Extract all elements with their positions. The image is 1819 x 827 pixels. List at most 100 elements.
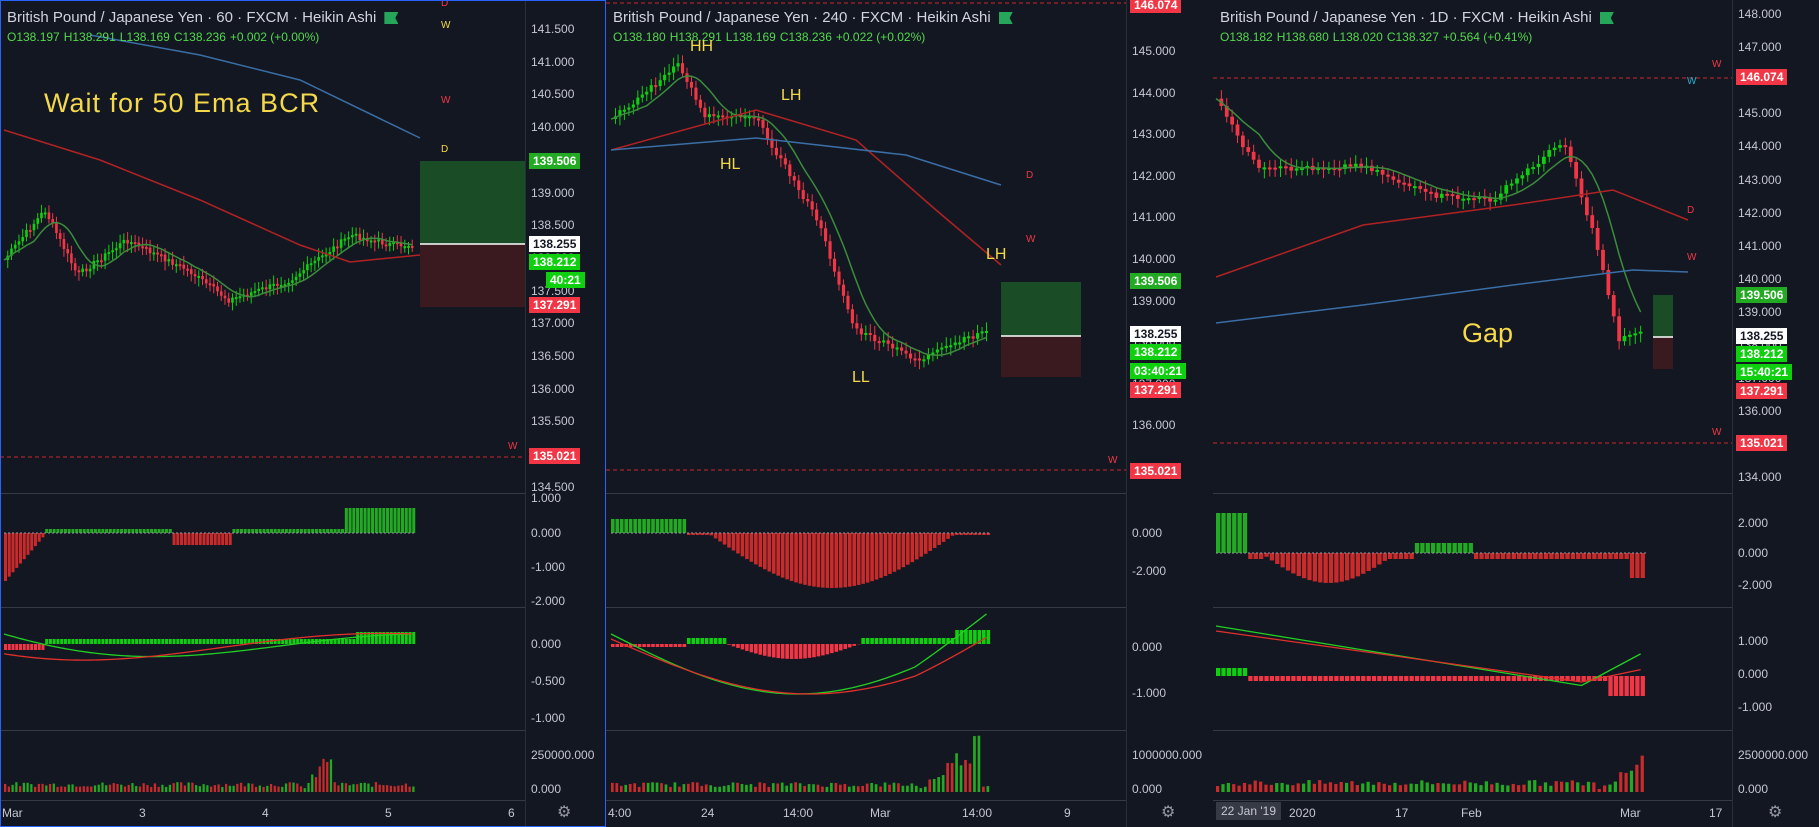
macd-bar	[816, 644, 821, 657]
macd-bar	[973, 630, 977, 644]
macd-bar	[273, 639, 277, 644]
indicator-axis-tick: 0.000	[531, 782, 562, 796]
candle-body	[28, 229, 32, 232]
momentum-bar	[142, 529, 146, 533]
chart-pane-60[interactable]: British Pound / Japanese Yen · 60 · FXCM…	[0, 0, 604, 827]
macd-bar	[1307, 676, 1312, 681]
candle-body	[689, 81, 694, 88]
macd-bar	[1511, 676, 1516, 681]
settings-gear-icon[interactable]: ⚙	[1161, 804, 1176, 821]
volume-bar	[198, 786, 202, 792]
candle-body	[1439, 193, 1444, 198]
momentum-bar	[619, 519, 624, 533]
indicator-axis-tick: 0.000	[1132, 782, 1163, 796]
momentum-bar	[1328, 553, 1334, 583]
candle-body	[118, 243, 122, 249]
candle-body	[354, 233, 358, 236]
flag-icon[interactable]	[384, 12, 399, 25]
momentum-bar	[232, 529, 236, 533]
macd-bar	[1253, 676, 1258, 681]
chart-pane-240[interactable]: British Pound / Japanese Yen · 240 · FXC…	[606, 0, 1211, 827]
volume-bar	[1570, 780, 1574, 792]
macd-bar	[183, 639, 187, 644]
flag-icon[interactable]	[1599, 12, 1614, 25]
symbol-title[interactable]: British Pound / Japanese Yen · 60 · FXCM…	[7, 9, 399, 26]
price-tag-weekly-low: 135.021	[529, 448, 581, 464]
macd-bar	[1603, 676, 1608, 681]
price-tag-target: 139.506	[1736, 287, 1788, 303]
macd-bar	[60, 639, 64, 644]
volume-bar	[1264, 784, 1268, 792]
macd-bar	[642, 644, 646, 647]
momentum-bar	[120, 529, 124, 533]
flag-icon[interactable]	[998, 12, 1013, 25]
price-axis[interactable]: 145.000 144.000 143.000 142.000 141.000 140.0…	[1126, 0, 1211, 827]
volume-bar	[1366, 781, 1370, 792]
momentum-bar	[1474, 553, 1479, 559]
volume-bar	[138, 786, 142, 792]
price-chart-svg[interactable]	[0, 0, 604, 827]
momentum-bar	[1388, 553, 1393, 559]
volume-bar	[709, 785, 713, 792]
candle-body	[913, 358, 917, 361]
indicator-axis-tick: 1.000	[531, 491, 562, 505]
candle-body	[886, 340, 890, 344]
candle-body	[276, 283, 279, 286]
momentum-bar	[251, 529, 255, 533]
price-chart-svg[interactable]	[1213, 0, 1819, 827]
volume-bar	[1275, 783, 1279, 792]
volume-bar	[1517, 785, 1521, 792]
level-label-w: W	[1687, 252, 1697, 263]
volume-bar	[754, 786, 757, 792]
volume-bar	[888, 784, 891, 792]
volume-bar	[1447, 783, 1451, 792]
macd-bar	[401, 632, 405, 644]
candle-body	[1466, 198, 1471, 201]
macd-bar	[1388, 676, 1393, 681]
macd-bar	[928, 638, 932, 644]
volume-bar	[883, 782, 887, 792]
volume-bar	[1312, 783, 1316, 792]
volume-bar	[874, 784, 878, 792]
volume-bar	[879, 786, 882, 792]
momentum-bar	[919, 533, 924, 557]
momentum-bar	[1366, 553, 1371, 571]
candle-body	[55, 223, 58, 234]
indicator-axis-tick: 0.000	[1738, 546, 1769, 560]
symbol-title[interactable]: British Pound / Japanese Yen · 1D · FXCM…	[1220, 9, 1614, 26]
settings-gear-icon[interactable]: ⚙	[557, 804, 572, 821]
candle-body	[21, 237, 25, 242]
volume-bar	[919, 788, 923, 792]
price-axis[interactable]: 148.000147.000146.000145.000144.000143.0…	[1732, 0, 1819, 827]
price-axis[interactable]: 141.500141.000140.500140.000139.500139.0…	[525, 0, 604, 827]
indicator-axis-tick: -2.000	[1132, 564, 1167, 578]
macd-bar	[619, 644, 624, 647]
settings-gear-icon[interactable]: ⚙	[1768, 804, 1783, 821]
candle-body	[62, 238, 66, 250]
chart-pane-1d[interactable]: British Pound / Japanese Yen · 1D · FXCM…	[1213, 0, 1819, 827]
candle-body	[716, 115, 720, 118]
price-chart-svg[interactable]	[606, 0, 1211, 827]
momentum-bar	[45, 529, 49, 533]
symbol-title[interactable]: British Pound / Japanese Yen · 240 · FXC…	[613, 9, 1013, 26]
candle-body	[407, 245, 410, 248]
candle-body	[841, 284, 846, 296]
indicator-axis-tick: -1.000	[1132, 686, 1167, 700]
momentum-bar	[382, 508, 386, 533]
volume-bar	[861, 785, 865, 792]
volume-bar	[959, 765, 963, 792]
candle-body	[40, 212, 43, 219]
momentum-bar	[1269, 553, 1275, 561]
momentum-bar	[7, 533, 11, 577]
macd-bar	[1517, 676, 1522, 681]
candle-body	[1606, 269, 1611, 296]
macd-bar	[296, 639, 300, 644]
momentum-bar	[333, 529, 337, 533]
macd-bar	[180, 639, 184, 644]
candle-body	[317, 257, 320, 261]
momentum-bar	[150, 529, 154, 533]
momentum-bar	[803, 533, 807, 585]
momentum-bar	[1339, 553, 1344, 582]
volume-bar	[292, 782, 295, 792]
momentum-bar	[1495, 553, 1500, 559]
